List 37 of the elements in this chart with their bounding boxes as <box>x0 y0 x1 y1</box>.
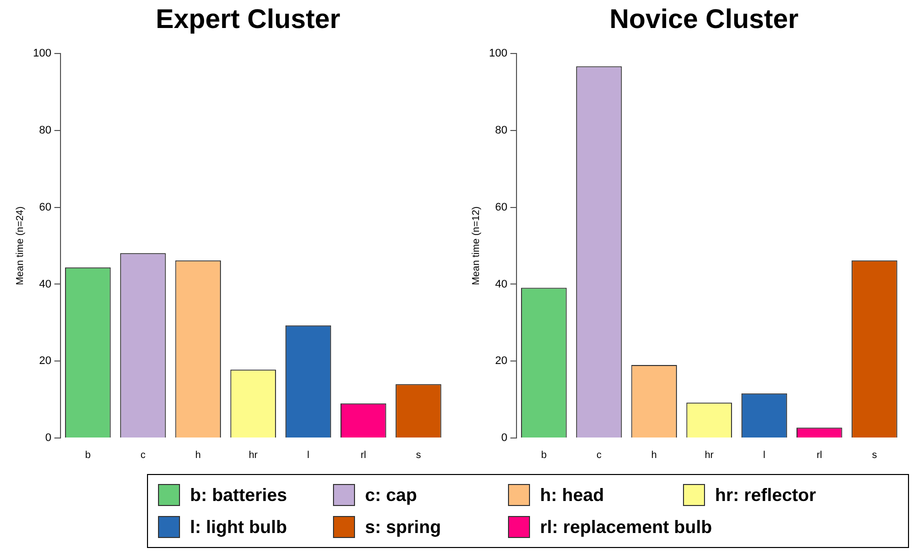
y-tick-label: 100 <box>488 48 508 60</box>
y-tick-label: 0 <box>45 432 52 444</box>
x-tick-label: s <box>872 450 877 461</box>
text: hr: reflector <box>715 484 816 506</box>
text: l: light bulb <box>190 516 287 538</box>
x-tick-label: l <box>307 450 310 461</box>
x-tick-label: h <box>651 450 657 461</box>
x-tick-label: b <box>541 450 548 461</box>
x-tick-label: c <box>596 450 602 461</box>
text: h: head <box>540 484 604 506</box>
x-tick-label: b <box>85 450 92 461</box>
x-tick-label: rl <box>360 450 366 461</box>
x-tick-label: c <box>140 450 146 461</box>
chart-title: Expert Cluster <box>154 4 342 35</box>
x-tick-label: s <box>416 450 421 461</box>
y-axis-title: Mean time (n=24) <box>14 206 26 286</box>
y-tick-label: 20 <box>39 355 52 368</box>
x-tick-label: hr <box>248 450 258 461</box>
text: c: cap <box>365 484 418 506</box>
x-tick-label: hr <box>704 450 714 461</box>
y-tick-label: 100 <box>32 48 52 60</box>
y-tick-label: 60 <box>39 201 52 214</box>
y-tick-label: 20 <box>495 355 508 368</box>
y-tick-label: 40 <box>495 278 508 290</box>
x-tick-label: h <box>195 450 201 461</box>
chart-title: Novice Cluster <box>608 4 800 35</box>
y-tick-label: 60 <box>495 201 508 214</box>
y-tick-label: 80 <box>495 124 508 137</box>
text: b: batteries <box>190 484 288 506</box>
y-tick-label: 0 <box>501 432 508 444</box>
y-tick-label: 80 <box>39 124 52 137</box>
y-tick-label: 40 <box>39 278 52 290</box>
y-axis-title: Mean time (n=12) <box>470 206 482 286</box>
text: rl: replacement bulb <box>540 516 712 538</box>
x-tick-label: l <box>763 450 766 461</box>
text: s: spring <box>365 516 442 538</box>
x-tick-label: rl <box>816 450 822 461</box>
